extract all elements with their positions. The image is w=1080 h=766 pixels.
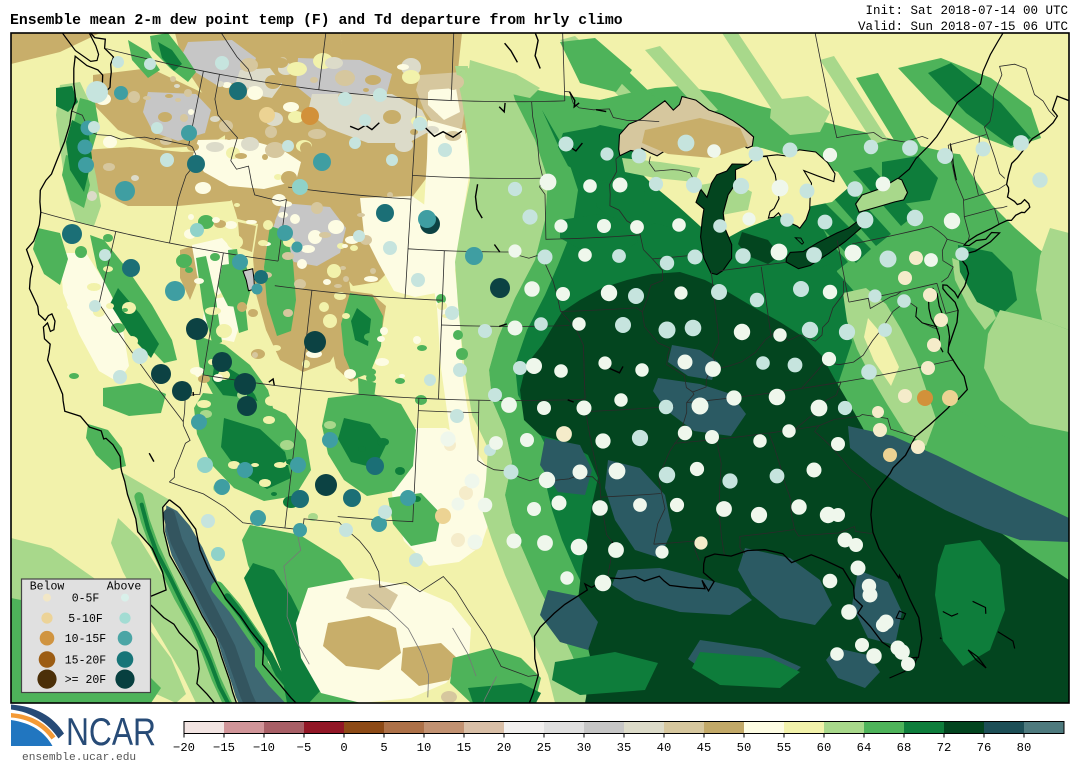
svg-text:15-20F: 15-20F — [65, 654, 107, 667]
svg-text:40: 40 — [657, 741, 672, 755]
svg-text:25: 25 — [537, 741, 552, 755]
svg-text:−10: −10 — [253, 741, 275, 755]
svg-text:35: 35 — [617, 741, 632, 755]
svg-text:10: 10 — [417, 741, 432, 755]
svg-text:Init: Sat 2018-07-14 00 UTC: Init: Sat 2018-07-14 00 UTC — [865, 4, 1068, 18]
svg-text:Below: Below — [30, 581, 65, 594]
svg-text:10-15F: 10-15F — [65, 633, 107, 646]
svg-text:−5: −5 — [297, 741, 312, 755]
svg-text:50: 50 — [737, 741, 752, 755]
svg-text:5: 5 — [380, 741, 387, 755]
svg-text:ensemble.ucar.edu: ensemble.ucar.edu — [22, 752, 136, 764]
svg-text:−15: −15 — [213, 741, 235, 755]
svg-text:Ensemble mean 2-m dew point te: Ensemble mean 2-m dew point temp (F) and… — [10, 13, 623, 29]
svg-text:30: 30 — [577, 741, 592, 755]
svg-text:>= 20F: >= 20F — [65, 674, 107, 687]
svg-text:5-10F: 5-10F — [68, 613, 103, 626]
svg-text:45: 45 — [697, 741, 712, 755]
svg-text:Valid: Sun 2018-07-15 06 UTC: Valid: Sun 2018-07-15 06 UTC — [858, 20, 1068, 34]
svg-text:Above: Above — [107, 581, 142, 594]
svg-text:68: 68 — [897, 741, 912, 755]
svg-text:20: 20 — [497, 741, 512, 755]
svg-text:60: 60 — [817, 741, 832, 755]
svg-text:76: 76 — [977, 741, 992, 755]
svg-text:NCAR: NCAR — [66, 711, 156, 754]
svg-text:−20: −20 — [173, 741, 195, 755]
svg-text:80: 80 — [1017, 741, 1032, 755]
svg-text:55: 55 — [777, 741, 792, 755]
svg-text:0: 0 — [340, 741, 347, 755]
svg-text:72: 72 — [937, 741, 952, 755]
svg-text:0-5F: 0-5F — [72, 592, 100, 605]
svg-text:15: 15 — [457, 741, 472, 755]
svg-text:64: 64 — [857, 741, 872, 755]
